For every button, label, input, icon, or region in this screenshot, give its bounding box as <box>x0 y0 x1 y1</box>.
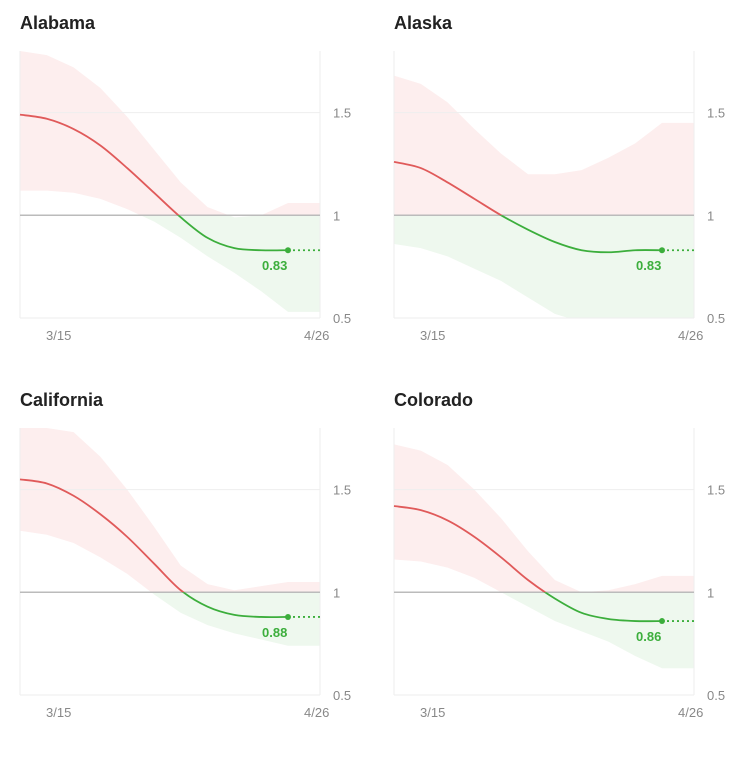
series-line-above-one <box>393 161 504 216</box>
last-value-point <box>659 247 665 254</box>
last-value-point <box>285 247 291 254</box>
x-tick-label: 4/26 <box>678 328 703 343</box>
series-line-above-one <box>19 113 180 216</box>
y-tick-label: 1.5 <box>333 106 351 121</box>
confidence-band <box>20 51 320 312</box>
x-tick-label: 4/26 <box>678 705 703 720</box>
last-value-point <box>659 618 665 625</box>
x-tick-label: 3/15 <box>46 705 71 720</box>
band-above-one <box>394 75 694 216</box>
x-tick-label: 3/15 <box>420 705 445 720</box>
band-below-one <box>140 215 320 312</box>
series-line-below-one <box>181 592 289 619</box>
y-tick-label: 0.5 <box>333 311 351 326</box>
chart-panel-alaska: Alaska 0.83 0.5 1 1.5 3/15 4/26 <box>393 13 750 383</box>
chart-svg: 0.88 0.5 1 1.5 3/15 4/26 <box>19 428 351 720</box>
series-line-below-one <box>499 215 663 254</box>
series-line-above-one <box>19 478 185 593</box>
last-value-point <box>285 613 291 620</box>
confidence-band <box>20 428 320 646</box>
y-tick-label: 1.5 <box>707 106 725 121</box>
series-line-below-one <box>543 592 663 623</box>
y-tick-label: 1 <box>707 208 714 223</box>
y-tick-label: 0.5 <box>707 311 725 326</box>
y-tick-label: 1.5 <box>333 483 351 498</box>
y-tick-label: 0.5 <box>333 688 351 703</box>
panel-title: Alabama <box>20 13 96 33</box>
series-line-below-one <box>177 215 289 252</box>
panel-title: Alaska <box>394 13 453 33</box>
band-below-one <box>151 592 320 646</box>
chart-svg: 0.86 0.5 1 1.5 3/15 4/26 <box>393 428 725 720</box>
y-tick-label: 1.5 <box>707 483 725 498</box>
x-tick-label: 3/15 <box>46 328 71 343</box>
x-tick-label: 3/15 <box>420 328 445 343</box>
x-tick-label: 4/26 <box>304 705 329 720</box>
chart-svg: 0.83 0.5 1 1.5 3/15 4/26 <box>19 51 351 343</box>
chart-panel-alabama: Alabama 0.83 0.5 1 1.5 3/15 4/26 <box>19 13 380 383</box>
x-tick-label: 4/26 <box>304 328 329 343</box>
chart-panel-colorado: Colorado 0.86 0.5 1 1.5 3/15 4/26 <box>393 390 750 760</box>
y-tick-label: 1 <box>333 208 340 223</box>
confidence-band <box>394 75 694 318</box>
last-value-label: 0.86 <box>636 629 661 644</box>
last-value-label: 0.88 <box>262 625 287 640</box>
band-above-one <box>20 51 320 216</box>
chart-panel-california: California 0.88 0.5 1 1.5 3/15 4/26 <box>19 390 380 760</box>
y-tick-label: 1 <box>333 585 340 600</box>
last-value-label: 0.83 <box>262 258 287 273</box>
chart-svg: 0.83 0.5 1 1.5 3/15 4/26 <box>393 51 725 343</box>
confidence-band <box>394 444 694 669</box>
last-value-label: 0.83 <box>636 258 661 273</box>
panel-title: Colorado <box>394 390 473 410</box>
band-above-one <box>20 428 320 593</box>
band-below-one <box>394 215 694 318</box>
band-above-one <box>394 444 694 593</box>
series-line-above-one <box>393 505 547 593</box>
y-tick-label: 0.5 <box>707 688 725 703</box>
y-tick-label: 1 <box>707 585 714 600</box>
band-below-one <box>501 592 694 669</box>
panel-title: California <box>20 390 104 410</box>
